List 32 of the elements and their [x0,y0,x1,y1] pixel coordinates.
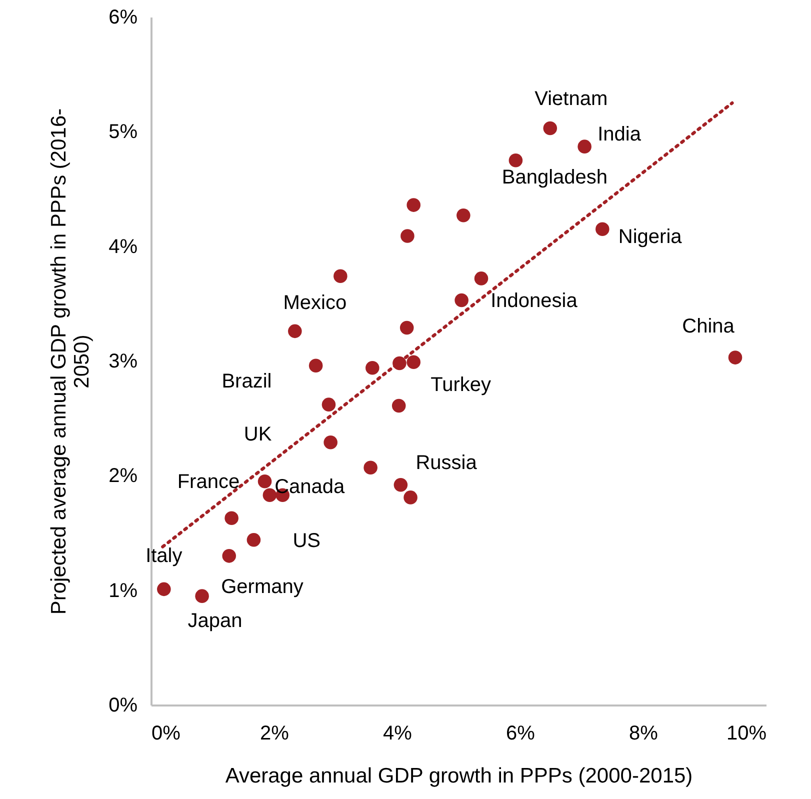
y-tick-label: 0% [108,694,138,716]
annotation: Brazil [222,370,272,393]
y-tick-label: 6% [108,6,138,28]
annotation: Canada [274,476,346,498]
x-tick-label: 6% [506,722,536,744]
annotation: Japan [188,610,242,632]
y-axis-title: Projected average annual GDP growth in PPPs (2016-2050) [48,108,94,615]
annotation: Turkey [430,374,491,396]
annotation: Russia [416,452,478,474]
annotation: Nigeria [618,226,683,248]
annotation: China [682,316,736,338]
annotation: India [598,124,642,146]
x-tick-label: 0% [152,722,181,744]
y-tick-label: 3% [108,350,138,372]
x-tick-label: 4% [383,722,412,744]
annotation: UK [244,423,272,446]
annotation: Italy [146,545,182,568]
y-tick-label: 1% [108,580,138,602]
x-tick-label: 8% [629,722,658,744]
x-axis-title: Average annual GDP growth in PPPs (2000-2015) [225,764,693,788]
x-tick-label: 2% [260,722,290,744]
annotation: France [177,471,240,494]
annotation: Germany [221,576,304,598]
x-tick-label: 10% [726,722,767,744]
y-tick-label: 4% [108,236,138,258]
annotation: Bangladesh [502,166,608,188]
y-tick-label: 5% [108,121,138,144]
y-tick-label: 2% [108,465,138,488]
annotation: Mexico [283,292,347,314]
annotation: US [292,530,320,552]
annotation: Vietnam [534,88,608,110]
annotation: Indonesia [490,290,578,312]
